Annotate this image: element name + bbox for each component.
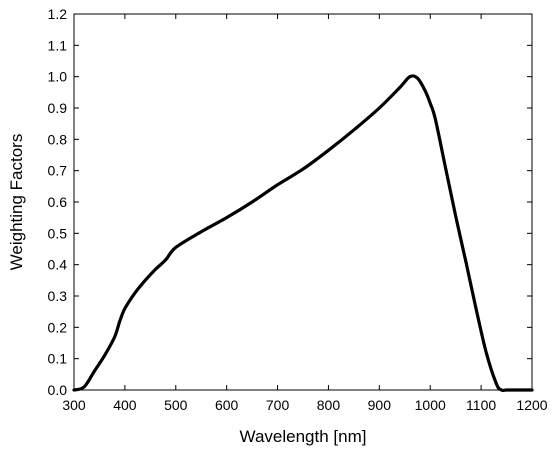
x-axis-ticks: 300 400 500 600 700 800 900 1000 1100 1200: [62, 14, 548, 413]
weighting-factor-curve: [72, 74, 534, 393]
y-tick-label: 1.2: [48, 6, 68, 22]
x-tick-label: 1200: [516, 397, 547, 413]
y-tick-label: 0.1: [48, 351, 68, 367]
x-tick-label: 800: [317, 397, 341, 413]
y-axis-label: Weighting Factors: [7, 134, 26, 271]
y-tick-label: 0.5: [48, 225, 68, 241]
y-tick-label: 0.6: [48, 194, 68, 210]
x-tick-label: 1100: [466, 397, 496, 413]
x-tick-label: 300: [62, 397, 86, 413]
y-tick-label: 0.9: [48, 100, 68, 116]
y-tick-label: 0.2: [48, 319, 68, 335]
y-tick-label: 0.3: [48, 288, 68, 304]
y-tick-label: 1.1: [48, 37, 68, 53]
x-axis-label: Wavelength [nm]: [240, 427, 367, 446]
x-tick-label: 700: [266, 397, 290, 413]
y-tick-label: 1.0: [48, 69, 68, 85]
y-tick-label: 0.0: [48, 382, 68, 398]
x-tick-label: 900: [368, 397, 392, 413]
plot-frame: [73, 13, 533, 391]
y-tick-label: 0.7: [48, 163, 68, 179]
y-axis-ticks: 0.0 0.1 0.2 0.3 0.4 0.5 0.6 0.7 0.8 0.9 1.0 1.1 1.2: [48, 6, 532, 398]
x-tick-label: 600: [215, 397, 239, 413]
y-tick-label: 0.4: [48, 257, 68, 273]
x-tick-label: 500: [164, 397, 188, 413]
y-tick-label: 0.8: [48, 131, 68, 147]
x-tick-label: 1000: [415, 397, 446, 413]
x-tick-label: 400: [113, 397, 137, 413]
